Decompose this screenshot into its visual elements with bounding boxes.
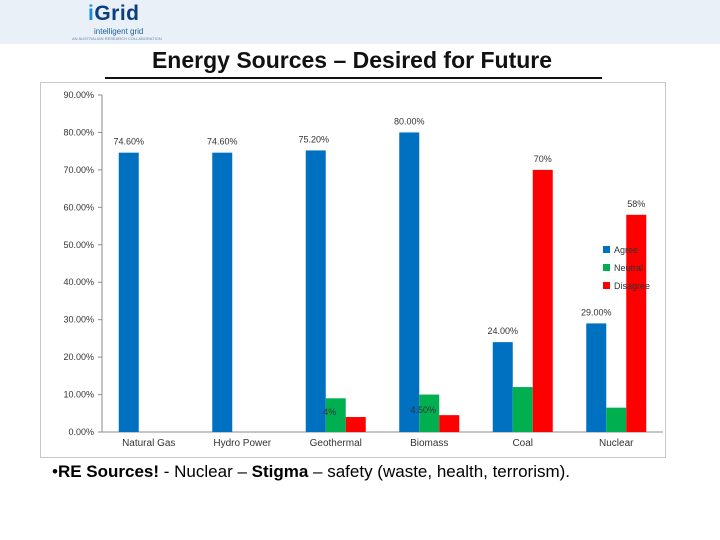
- legend-label-disagree: Disagree: [614, 281, 650, 291]
- y-tick-label: 50.00%: [63, 240, 94, 250]
- bar-agree: [399, 132, 420, 432]
- bar-disagree: [626, 214, 647, 432]
- bullet-bold-text: RE Sources!: [57, 462, 160, 481]
- y-tick-label: 30.00%: [63, 315, 94, 325]
- logo-subtitle: AN AUSTRALIAN RESEARCH COLLABORATION: [72, 36, 162, 41]
- bullet-bold2-text: Stigma: [251, 462, 309, 481]
- bullet-rest-text: - Nuclear –: [159, 462, 252, 481]
- x-tick-label: Nuclear: [599, 438, 634, 449]
- data-label: 75.20%: [298, 134, 329, 144]
- x-tick-label: Biomass: [410, 438, 448, 449]
- bar-neutral: [606, 407, 627, 432]
- x-tick-label: Coal: [512, 438, 533, 449]
- igrid-logo: iGrid intelligent grid AN AUSTRALIAN RES…: [70, 2, 178, 42]
- logo-prefix: i: [88, 2, 95, 25]
- x-tick-label: Geothermal: [310, 438, 362, 449]
- logo-wordmark: iGrid: [88, 2, 140, 26]
- legend-label-agree: Agree: [614, 245, 638, 255]
- data-label: 24.00%: [487, 326, 518, 336]
- data-label: 74.60%: [113, 137, 144, 147]
- data-label: 29.00%: [581, 307, 612, 317]
- bar-disagree: [532, 169, 553, 432]
- y-tick-label: 40.00%: [63, 277, 94, 287]
- bar-chart: 0.00% 10.00% 20.00% 30.00% 40.00% 50.00% 60.00…: [63, 90, 663, 449]
- logo-tagline: intelligent grid: [94, 27, 144, 36]
- data-label: 70%: [534, 154, 552, 164]
- y-tick-label: 80.00%: [63, 127, 94, 137]
- bar-agree: [118, 152, 139, 433]
- data-label: 58%: [627, 199, 645, 209]
- data-label: 4%: [323, 407, 336, 417]
- chart-frame: 0.00% 10.00% 20.00% 30.00% 40.00% 50.00% 60.00…: [40, 82, 666, 458]
- y-tick-label: 20.00%: [63, 352, 94, 362]
- y-tick-label: 10.00%: [63, 390, 94, 400]
- y-tick-label: 70.00%: [63, 165, 94, 175]
- bar-neutral: [419, 394, 440, 432]
- y-tick-label: 0.00%: [68, 427, 94, 437]
- bullet-marker: •: [52, 462, 58, 481]
- bullet-end-text: – safety (waste, health, terrorism).: [308, 462, 571, 481]
- bar-disagree: [345, 417, 366, 432]
- bar-agree: [586, 323, 607, 432]
- bar-agree: [305, 150, 326, 432]
- bar-agree: [492, 342, 513, 432]
- header-band: [0, 0, 720, 44]
- y-tick-label: 90.00%: [63, 90, 94, 100]
- bar-agree: [212, 152, 233, 433]
- data-label: 4.50%: [410, 405, 436, 415]
- y-tick-label: 60.00%: [63, 202, 94, 212]
- bar-disagree: [439, 415, 460, 432]
- x-tick-label: Natural Gas: [122, 438, 175, 449]
- page-title: Energy Sources – Desired for Future: [151, 47, 553, 73]
- legend-swatch-disagree: [603, 282, 610, 289]
- bar-neutral: [512, 387, 533, 432]
- legend-label-neutral: Neutral: [614, 263, 643, 273]
- bar-neutral: [325, 398, 346, 432]
- bullet-note: •RE Sources! - Nuclear – Stigma – safety…: [52, 462, 692, 482]
- title-underline: [105, 77, 602, 79]
- data-label: 80.00%: [394, 116, 425, 126]
- legend-swatch-agree: [603, 246, 610, 253]
- logo-name: Grid: [94, 2, 140, 25]
- legend-swatch-neutral: [603, 264, 610, 271]
- data-label: 74.60%: [207, 137, 238, 147]
- x-tick-label: Hydro Power: [213, 438, 271, 449]
